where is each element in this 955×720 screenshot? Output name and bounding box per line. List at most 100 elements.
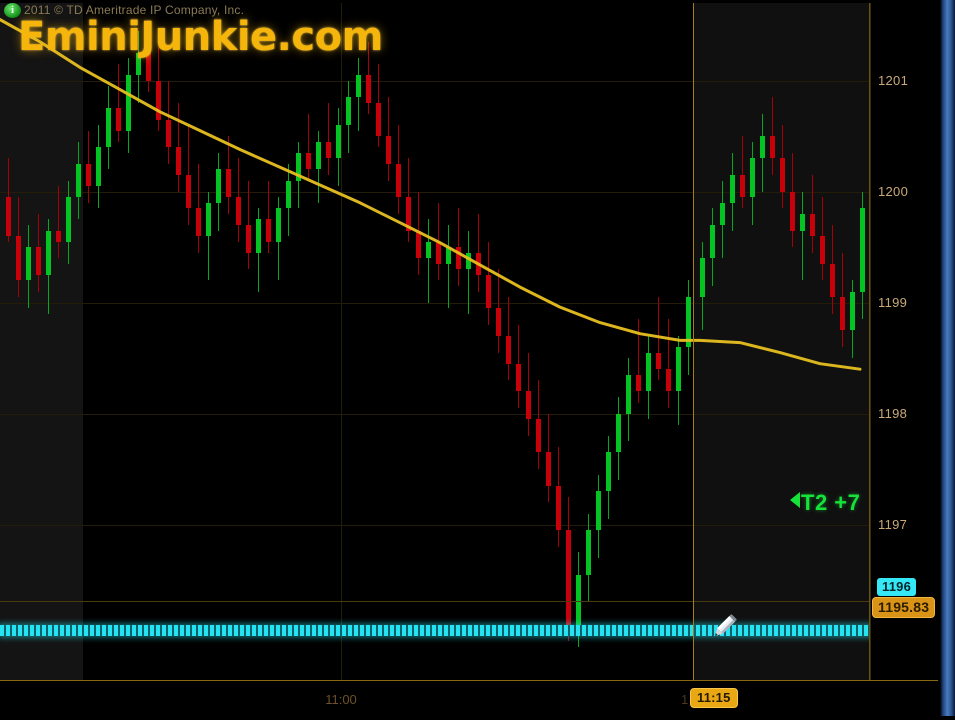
candle-body (76, 163, 81, 198)
candle-body (496, 308, 501, 336)
candle-body (216, 169, 221, 203)
candle-body (266, 219, 271, 242)
candle-wick (428, 219, 429, 303)
candle-body (336, 125, 341, 159)
gridline-horizontal (0, 525, 870, 526)
candle-body (740, 175, 745, 198)
candle-body (196, 208, 201, 237)
candle-body (486, 274, 491, 309)
target-annotation-text: T2 +7 (801, 490, 861, 515)
candle-body (456, 247, 461, 270)
candle-body (666, 369, 671, 392)
selection-right-edge (869, 3, 870, 680)
candle-body (850, 291, 855, 331)
price-axis[interactable]: 1201 1200 1199 1198 1197 (870, 3, 939, 680)
candle-body (206, 202, 211, 237)
watermark-logo: EminiJunkie.com (18, 14, 383, 60)
candle-body (840, 297, 845, 331)
candle-body (810, 213, 815, 237)
price-axis-tick: 1197 (878, 516, 908, 532)
candle-body (646, 352, 651, 392)
last-price-tag[interactable]: 1196 (877, 578, 917, 596)
window-top-edge (0, 0, 955, 3)
candle-body (446, 247, 451, 264)
chart-plot-area[interactable]: T2 +7 (0, 3, 938, 680)
candle-body (226, 169, 231, 198)
candle-body (286, 180, 291, 209)
candle-body (576, 574, 581, 625)
candle-body (676, 347, 681, 392)
candle-body (116, 108, 121, 131)
candle-body (26, 247, 31, 281)
candle-body (376, 102, 381, 137)
candle-body (106, 108, 111, 148)
candlestick-series (0, 3, 938, 680)
candle-body (126, 75, 131, 131)
candle-body (396, 163, 401, 198)
candle-body (356, 75, 361, 98)
candle-body (6, 197, 11, 237)
candle-body (790, 191, 795, 231)
candle-body (436, 241, 441, 264)
candle-body (16, 236, 21, 281)
candle-body (316, 141, 321, 170)
candle-body (36, 247, 41, 275)
crosshair-vertical-line (693, 3, 694, 680)
candle-body (416, 230, 421, 259)
candle-body (186, 175, 191, 209)
support-line-dotted[interactable] (0, 625, 938, 637)
candle-body (406, 197, 411, 231)
candle-wick (468, 230, 469, 314)
candle-body (516, 363, 521, 392)
copyright-text: 2011 © TD Ameritrade IP Company, Inc. (24, 3, 245, 17)
candle-wick (802, 191, 803, 281)
left-arrow-icon (790, 492, 800, 508)
candle-wick (448, 224, 449, 309)
candle-body (156, 80, 161, 120)
candle-wick (742, 136, 743, 209)
candle-body (256, 219, 261, 253)
candle-body (636, 374, 641, 392)
candle-body (326, 141, 331, 159)
price-axis-tick: 1200 (878, 183, 909, 199)
candle-body (616, 413, 621, 453)
candle-body (566, 530, 571, 625)
candle-body (46, 230, 51, 275)
candle-body (800, 213, 805, 231)
candle-body (346, 97, 351, 126)
candle-body (386, 136, 391, 164)
time-axis[interactable]: 1 11:15 11:00 (0, 680, 938, 720)
candle-body (166, 119, 171, 148)
candle-body (536, 419, 541, 453)
time-axis-tick: 11:00 (325, 692, 357, 707)
candle-body (546, 452, 551, 486)
candle-body (56, 230, 61, 242)
candle-wick (308, 113, 309, 181)
candle-body (86, 163, 91, 187)
candle-body (476, 252, 481, 275)
candle-body (66, 197, 71, 242)
candle-body (426, 241, 431, 259)
gold-horizontal-line (0, 601, 870, 602)
candle-wick (268, 180, 269, 253)
candle-body (760, 136, 765, 159)
candle-body (820, 236, 825, 264)
info-icon[interactable]: i (4, 3, 21, 18)
settlement-price-tag[interactable]: 1195.83 (872, 597, 936, 618)
candle-body (296, 152, 301, 181)
candle-wick (668, 319, 669, 409)
candle-body (246, 224, 251, 253)
candle-body (750, 158, 755, 198)
window-right-border[interactable] (938, 0, 955, 720)
candle-body (710, 224, 715, 259)
candle-body (686, 297, 691, 348)
price-axis-tick: 1198 (878, 405, 908, 421)
target-annotation: T2 +7 (790, 490, 860, 516)
candle-wick (58, 186, 59, 259)
candle-body (96, 147, 101, 187)
candle-body (586, 530, 591, 575)
candle-body (860, 208, 865, 292)
candle-body (236, 197, 241, 225)
candle-body (730, 175, 735, 203)
